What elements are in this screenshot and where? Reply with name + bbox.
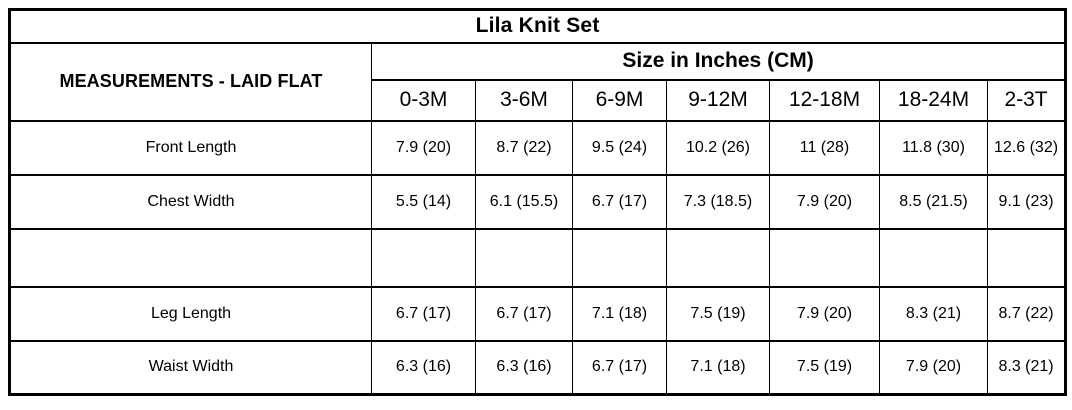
measurement-cell: 7.1 (18) (572, 285, 667, 342)
measurement-cell: 12.6 (32) (986, 119, 1067, 176)
size-units-header: Size in Inches (CM) (370, 41, 1067, 81)
measurement-cell (986, 227, 1067, 288)
measurement-cell: 9.5 (24) (572, 119, 667, 176)
measurement-cell: 5.5 (14) (371, 173, 476, 230)
row-label-front-length: Front Length (9, 119, 372, 176)
measurement-cell: 7.5 (19) (769, 339, 880, 396)
table-row-front-length: Front Length 7.9 (20) 8.7 (22) 9.5 (24) … (9, 119, 1067, 176)
measurement-cell: 7.9 (20) (769, 285, 880, 342)
measurement-cell: 6.7 (17) (572, 173, 667, 230)
measurements-header: MEASUREMENTS - LAID FLAT (9, 41, 372, 122)
chart-title: Lila Knit Set (8, 8, 1067, 44)
size-column-header-9-12m: 9-12M (666, 78, 770, 122)
size-column-header-2-3t: 2-3T (986, 78, 1067, 122)
measurement-cell: 6.3 (16) (371, 339, 476, 396)
measurement-cell: 6.3 (16) (475, 339, 573, 396)
measurement-cell: 7.5 (19) (666, 285, 770, 342)
size-column-header-6-9m: 6-9M (572, 78, 667, 122)
row-label-leg-length: Leg Length (9, 285, 372, 342)
table-row-chest-width: Chest Width 5.5 (14) 6.1 (15.5) 6.7 (17)… (9, 173, 1067, 230)
size-column-header-12-18m: 12-18M (769, 78, 880, 122)
measurement-cell (371, 227, 476, 288)
measurement-cell (666, 227, 770, 288)
measurement-cell: 6.7 (17) (475, 285, 573, 342)
measurement-cell: 8.3 (21) (986, 339, 1067, 396)
size-chart-table: Lila Knit Set MEASUREMENTS - LAID FLAT S… (8, 8, 1068, 396)
measurement-cell: 7.1 (18) (666, 339, 770, 396)
table-row-empty (9, 227, 1067, 288)
measurement-cell: 9.1 (23) (986, 173, 1067, 230)
measurement-cell: 11.8 (30) (879, 119, 988, 176)
size-column-header-18-24m: 18-24M (879, 78, 988, 122)
measurement-cell: 8.7 (22) (986, 285, 1067, 342)
size-column-header-0-3m: 0-3M (371, 78, 476, 122)
measurement-cell (879, 227, 988, 288)
measurement-cell: 6.7 (17) (572, 339, 667, 396)
table-row-waist-width: Waist Width 6.3 (16) 6.3 (16) 6.7 (17) 7… (9, 339, 1067, 396)
row-label-waist-width: Waist Width (9, 339, 372, 396)
measurement-cell: 6.1 (15.5) (475, 173, 573, 230)
row-label-chest-width: Chest Width (9, 173, 372, 230)
measurement-cell: 8.7 (22) (475, 119, 573, 176)
measurement-cell: 6.7 (17) (371, 285, 476, 342)
measurement-cell: 7.3 (18.5) (666, 173, 770, 230)
measurement-cell (572, 227, 667, 288)
size-column-header-3-6m: 3-6M (475, 78, 573, 122)
measurement-cell: 8.5 (21.5) (879, 173, 988, 230)
measurement-cell (475, 227, 573, 288)
measurement-cell: 11 (28) (769, 119, 880, 176)
measurement-cell: 8.3 (21) (879, 285, 988, 342)
measurement-cell: 10.2 (26) (666, 119, 770, 176)
table-row-leg-length: Leg Length 6.7 (17) 6.7 (17) 7.1 (18) 7.… (9, 285, 1067, 342)
measurement-cell: 7.9 (20) (879, 339, 988, 396)
measurement-cell: 7.9 (20) (371, 119, 476, 176)
measurement-cell (769, 227, 880, 288)
measurement-cell: 7.9 (20) (769, 173, 880, 230)
row-label-empty (9, 227, 372, 288)
